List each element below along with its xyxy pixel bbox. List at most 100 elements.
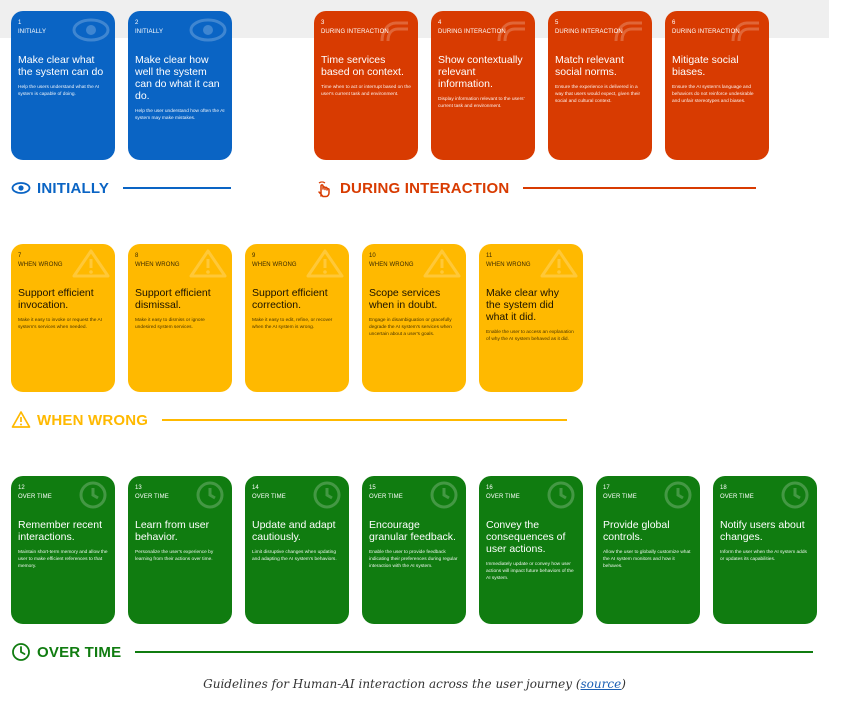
card-number: 16 [486,485,493,491]
card-phase: WHEN WRONG [18,262,63,268]
card-title: Make clear how well the system can do wh… [135,54,220,102]
guideline-card-15: 15 OVER TIME Encourage granular feedback… [362,476,466,624]
card-description: Enable the user to provide feedback indi… [369,550,458,569]
clock-icon [79,481,107,509]
card-description: Make it easy to dismiss or ignore undesi… [135,318,205,330]
guideline-card-17: 17 OVER TIME Provide global controls. Al… [596,476,700,624]
card-phase: INITIALLY [18,29,47,35]
card-title: Time services based on context. [321,54,404,78]
card-description: Make it easy to invoke or request the AI… [18,318,102,330]
card-phase: DURING INTERACTION [672,29,740,35]
caption-end: ) [621,677,626,691]
section-label: OVER TIME [37,643,122,661]
card-description: Display information relevant to the user… [438,97,525,109]
card-description: Make it easy to edit, refine, or recover… [252,318,333,330]
card-number: 10 [369,253,376,259]
clock-icon [547,481,575,509]
hand-pointer-icon [380,21,408,42]
card-phase: OVER TIME [369,494,403,500]
hand-pointer-icon [318,181,330,198]
card-description: Limit disruptive changes when updating a… [252,550,337,562]
guideline-card-12: 12 OVER TIME Remember recent interaction… [11,476,115,624]
card-phase: DURING INTERACTION [321,29,389,35]
card-number: 18 [720,485,727,491]
clock-icon [430,481,458,509]
eye-icon [72,18,110,42]
card-number: 12 [18,485,25,491]
card-phase: OVER TIME [252,494,286,500]
warning-icon [540,249,578,278]
card-title: Encourage granular feedback. [369,519,456,543]
guideline-card-8: 8 WHEN WRONG Support efficient dismissal… [128,244,232,392]
hand-pointer-icon [497,21,525,42]
card-phase: DURING INTERACTION [438,29,506,35]
card-number: 15 [369,485,376,491]
guideline-card-6: 6 DURING INTERACTION Mitigate social bia… [665,11,769,160]
section-rule [135,651,814,653]
card-number: 2 [135,20,139,26]
card-number: 8 [135,253,139,259]
caption-text: Guidelines for Human-AI interaction acro… [203,677,581,691]
eye-icon [189,18,227,42]
card-description: Engage in disambiguation or gracefully d… [369,318,452,337]
guideline-card-3: 3 DURING INTERACTION Time services based… [314,11,418,160]
section-rule [123,187,232,189]
figure-caption: Guidelines for Human-AI interaction acro… [0,677,829,691]
section-rule [523,187,757,189]
section-when-wrong: WHEN WRONG [11,410,568,430]
card-title: Provide global controls. [603,519,670,543]
card-description: Ensure the experience is delivered in a … [555,85,641,104]
guideline-card-5: 5 DURING INTERACTION Match relevant soci… [548,11,652,160]
card-title: Support efficient correction. [252,287,328,311]
clock-icon [196,481,224,509]
card-title: Convey the consequences of user actions. [486,519,566,555]
card-description: Allow the user to globally customize wha… [603,550,691,569]
card-phase: WHEN WRONG [135,262,180,268]
card-title: Mitigate social biases. [672,54,739,78]
guideline-card-1: 1 INITIALLY Make clear what the system c… [11,11,115,160]
section-label: INITIALLY [37,179,110,197]
card-number: 4 [438,20,442,26]
card-description: Inform the user when the AI system adds … [720,550,807,562]
card-description: Maintain short-term memory and allow the… [18,550,108,569]
card-phase: WHEN WRONG [252,262,297,268]
card-description: Ensure the AI system's language and beha… [672,85,754,104]
guideline-card-18: 18 OVER TIME Notify users about changes.… [713,476,817,624]
card-phase: OVER TIME [135,494,169,500]
guideline-card-7: 7 WHEN WRONG Support efficient invocatio… [11,244,115,392]
card-phase: OVER TIME [18,494,52,500]
hand-pointer-icon [731,21,759,42]
section-over-time: OVER TIME [11,642,814,662]
card-title: Make clear what the system can do [18,54,104,78]
card-description: Personalize the user's experience by lea… [135,550,214,562]
section-label: DURING INTERACTION [340,179,510,197]
card-description: Help the user understand how often the A… [135,109,225,121]
card-description: Immediately update or convey how user ac… [486,562,574,581]
card-phase: INITIALLY [135,29,164,35]
clock-icon [313,481,341,509]
card-number: 14 [252,485,259,491]
card-title: Match relevant social norms. [555,54,624,78]
card-number: 17 [603,485,610,491]
guideline-card-9: 9 WHEN WRONG Support efficient correctio… [245,244,349,392]
card-title: Support efficient invocation. [18,287,94,311]
card-description: Time when to act or interrupt based on t… [321,85,411,97]
guideline-card-4: 4 DURING INTERACTION Show contextually r… [431,11,535,160]
source-link[interactable]: source [580,677,622,691]
card-phase: OVER TIME [720,494,754,500]
card-title: Update and adapt cautiously. [252,519,336,543]
card-title: Notify users about changes. [720,519,805,543]
clock-icon [781,481,809,509]
warning-icon [423,249,461,278]
card-title: Learn from user behavior. [135,519,210,543]
card-phase: OVER TIME [603,494,637,500]
card-phase: OVER TIME [486,494,520,500]
guideline-card-14: 14 OVER TIME Update and adapt cautiously… [245,476,349,624]
warning-icon [306,249,344,278]
card-number: 3 [321,20,325,26]
guideline-card-2: 2 INITIALLY Make clear how well the syst… [128,11,232,160]
card-phase: WHEN WRONG [486,262,531,268]
card-number: 7 [18,253,22,259]
card-number: 9 [252,253,256,259]
card-number: 1 [18,20,22,26]
